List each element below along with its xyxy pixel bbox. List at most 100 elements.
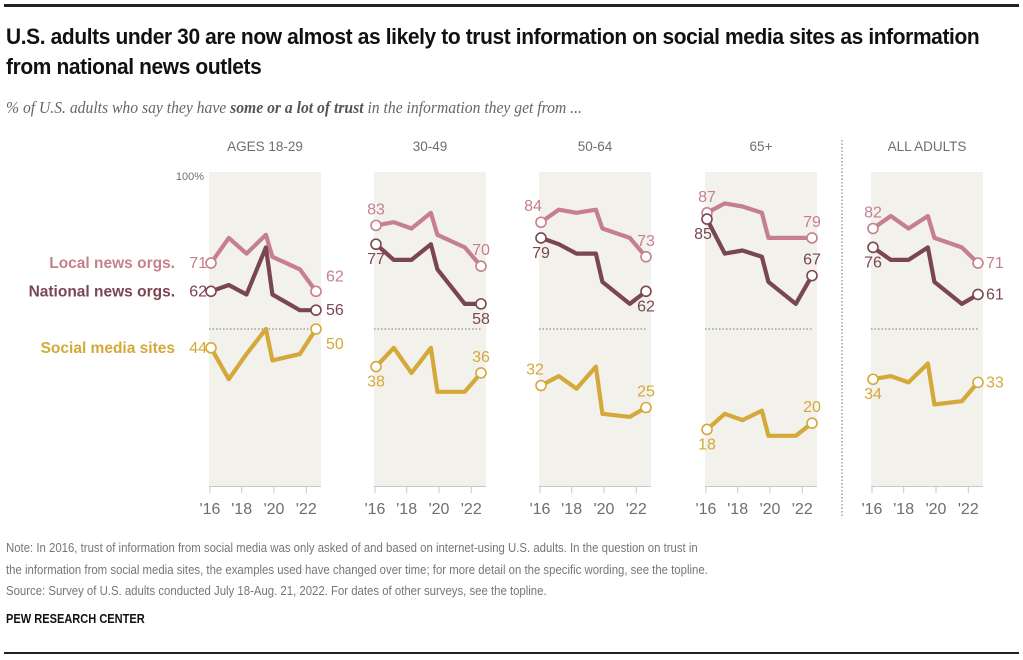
- series-line-local: [208, 232, 319, 294]
- series-line-local: [870, 213, 981, 266]
- panel-title: 65+: [750, 139, 773, 154]
- data-point-local: [867, 222, 879, 235]
- x-tick-label: '20: [760, 501, 781, 518]
- data-point-national: [640, 285, 652, 298]
- data-label-national: 85: [694, 226, 712, 243]
- x-tick-label: '16: [365, 501, 386, 518]
- x-tick-label: '22: [792, 501, 813, 518]
- series-line-national: [704, 217, 815, 306]
- data-label-social: 38: [367, 374, 385, 391]
- data-point-national: [205, 285, 217, 298]
- data-point-local: [535, 216, 547, 229]
- subtitle-post: in the information they get from ...: [363, 98, 582, 117]
- panel-title: 50-64: [578, 139, 613, 154]
- data-label-national: 77: [367, 251, 385, 268]
- data-point-social: [867, 373, 879, 386]
- x-tick-label: '20: [594, 501, 615, 518]
- x-tick-label: '18: [727, 501, 748, 518]
- panel-title: ALL ADULTS: [888, 139, 967, 154]
- chart-subtitle: % of U.S. adults who say they have some …: [6, 98, 582, 118]
- data-label-local: 83: [367, 201, 385, 218]
- series-line-social: [538, 364, 649, 419]
- data-label-social: 44: [189, 340, 207, 357]
- x-tick-label: '18: [893, 501, 914, 518]
- data-point-social: [370, 360, 382, 373]
- data-label-social: 25: [637, 384, 655, 401]
- data-point-social: [640, 401, 652, 414]
- data-label-national: 56: [326, 302, 344, 319]
- series-line-local: [538, 207, 649, 259]
- x-tick-label: '16: [200, 501, 221, 518]
- legend-label-national: National news orgs.: [29, 283, 175, 300]
- series-line-social: [870, 361, 981, 407]
- panel-title: AGES 18-29: [227, 139, 303, 154]
- subtitle-pre: % of U.S. adults who say they have: [6, 98, 231, 117]
- series-line-national: [373, 242, 484, 306]
- data-label-social: 32: [526, 362, 544, 379]
- series-line-social: [373, 345, 484, 394]
- data-label-local: 82: [864, 205, 882, 222]
- data-point-local: [310, 285, 322, 298]
- data-label-social: 50: [326, 336, 344, 353]
- note-line-1: Note: In 2016, trust of information from…: [6, 540, 698, 555]
- data-label-national: 76: [864, 254, 882, 271]
- data-label-social: 33: [986, 374, 1004, 391]
- data-label-national: 61: [986, 286, 1004, 303]
- data-label-national: 62: [637, 298, 655, 315]
- chart-notes: Note: In 2016, trust of information from…: [6, 537, 1021, 602]
- data-label-local: 87: [698, 189, 716, 206]
- top-rule: [4, 4, 1019, 7]
- y-axis-top-label: 100%: [176, 171, 204, 183]
- x-tick-label: '16: [862, 501, 883, 518]
- panel-title: 30-49: [413, 139, 448, 154]
- data-label-local: 84: [524, 198, 542, 215]
- data-point-local: [475, 260, 487, 273]
- data-point-social: [701, 423, 713, 436]
- data-point-national: [535, 232, 547, 244]
- data-point-local: [205, 257, 217, 269]
- data-label-national: 62: [189, 283, 207, 300]
- source-line: Source: Survey of U.S. adults conducted …: [6, 583, 547, 598]
- data-point-social: [310, 323, 322, 335]
- data-label-local: 70: [472, 242, 490, 259]
- x-tick-label: '22: [958, 501, 979, 518]
- small-multiples-line-chart: AGES 18-29 '16 '18 '20 '22 71 62 62 56 44 50 30-49 '…: [29, 139, 1004, 518]
- data-point-national: [867, 241, 879, 254]
- note-line-2: the information from social media sites,…: [6, 561, 708, 577]
- legend-label-social: Social media sites: [41, 340, 175, 357]
- x-tick-label: '20: [429, 501, 450, 518]
- data-label-social: 36: [472, 349, 490, 366]
- data-label-national: 67: [803, 252, 821, 269]
- data-point-national: [701, 213, 713, 225]
- data-point-national: [475, 298, 487, 310]
- data-point-local: [370, 219, 382, 232]
- x-tick-label: '18: [561, 501, 582, 518]
- x-tick-label: '20: [264, 501, 285, 518]
- data-label-social: 18: [698, 436, 716, 453]
- data-point-social: [535, 379, 547, 392]
- data-point-social: [475, 367, 487, 379]
- series-line-national: [208, 245, 319, 313]
- data-point-national: [370, 238, 382, 251]
- data-label-national: 58: [472, 311, 490, 328]
- data-label-local: 73: [637, 233, 655, 250]
- subtitle-emphasis: some or a lot of trust: [230, 98, 364, 117]
- data-label-local: 71: [986, 255, 1004, 272]
- data-point-social: [972, 376, 984, 389]
- data-point-local: [972, 257, 984, 269]
- data-point-local: [806, 232, 818, 244]
- series-line-social: [208, 326, 319, 382]
- data-label-local: 79: [803, 214, 821, 231]
- organization-credit: PEW RESEARCH CENTER: [6, 611, 145, 626]
- series-line-local: [373, 210, 484, 269]
- x-tick-label: '22: [461, 501, 482, 518]
- x-tick-label: '18: [231, 501, 252, 518]
- x-tick-label: '16: [696, 501, 717, 518]
- data-point-social: [205, 342, 217, 354]
- data-point-national: [806, 269, 818, 282]
- series-line-national: [870, 245, 981, 306]
- data-label-social: 34: [864, 386, 882, 403]
- x-tick-label: '16: [530, 501, 551, 518]
- bottom-rule: [4, 652, 1019, 654]
- data-point-national: [972, 288, 984, 301]
